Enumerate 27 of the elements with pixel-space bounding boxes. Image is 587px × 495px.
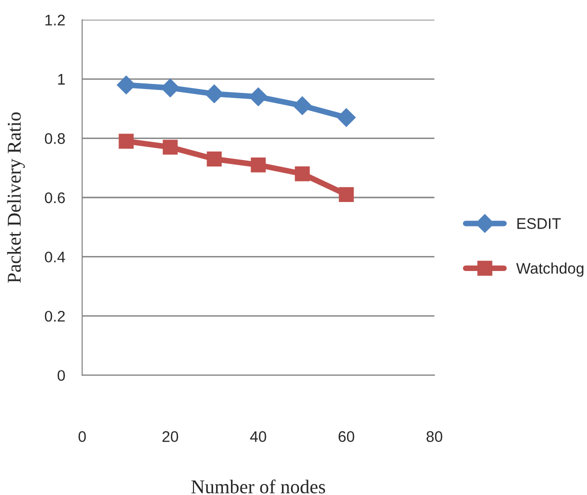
point: [336, 108, 356, 127]
point: [338, 187, 354, 202]
y-axis-title: Packet Delivery Ratio: [7, 112, 25, 283]
point: [292, 96, 312, 116]
point: [118, 134, 134, 149]
x-tick-label: 60: [338, 431, 354, 442]
point: [162, 140, 178, 155]
point: [294, 166, 310, 182]
point: [204, 84, 224, 104]
point: [160, 78, 180, 98]
x-tick-label: 80: [426, 431, 442, 442]
y-tick-label: 1: [58, 74, 65, 85]
x-tick-label: 0: [78, 431, 86, 442]
y-tick-label: 0: [58, 370, 65, 381]
x-tick-label: 40: [250, 431, 266, 442]
point: [250, 157, 266, 172]
x-tick-label: 20: [162, 431, 178, 442]
x-axis-title: Number of nodes: [191, 480, 326, 494]
y-tick-label: 0.6: [44, 192, 65, 204]
legend-label: ESDIT: [517, 218, 561, 229]
point: [206, 152, 222, 166]
y-tick-label: 0.8: [44, 133, 65, 144]
y-tick-label: 1.2: [45, 14, 65, 26]
legend-label: Watchdog: [516, 262, 584, 277]
y-tick-label: 0.4: [44, 252, 66, 262]
y-tick-label: 0.2: [44, 310, 65, 322]
point: [116, 76, 136, 94]
